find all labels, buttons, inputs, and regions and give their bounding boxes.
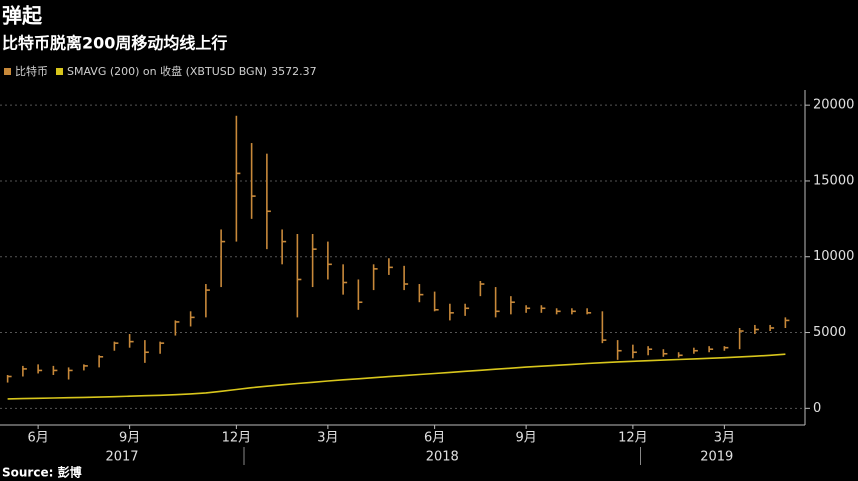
x-tick-label: 12月 (618, 431, 648, 446)
y-tick-label: 10000 (813, 249, 854, 264)
x-tick-label: 9月 (119, 431, 140, 446)
x-tick-label: 12月 (222, 431, 252, 446)
x-tick-label: 6月 (27, 431, 48, 446)
source: Source: 彭博 (2, 465, 82, 480)
y-tick-label: 5000 (813, 325, 846, 340)
y-tick-label: 20000 (813, 98, 854, 113)
x-tick-label: 9月 (515, 431, 536, 446)
legend-swatch (4, 68, 11, 75)
legend-label: 比特币 (15, 64, 48, 78)
x-tick-label: 6月 (424, 431, 445, 446)
chart-subtitle: 比特币脱离200周移动均线上行 (2, 34, 227, 53)
x-tick-label: 3月 (317, 431, 338, 446)
y-tick-label: 0 (813, 401, 821, 416)
y-tick-label: 15000 (813, 173, 854, 188)
chart-title: 弹起 (2, 4, 43, 28)
year-label: 2017 (105, 450, 138, 465)
sma-line (7, 353, 786, 400)
year-label: 2018 (426, 450, 459, 465)
legend-label: SMAVG (200) on 收盘 (XBTUSD BGN) (67, 64, 267, 78)
x-tick-label: 3月 (714, 431, 735, 446)
year-label: 2019 (700, 450, 733, 465)
legend-value: 3572.37 (271, 65, 317, 78)
legend-swatch (56, 68, 63, 75)
